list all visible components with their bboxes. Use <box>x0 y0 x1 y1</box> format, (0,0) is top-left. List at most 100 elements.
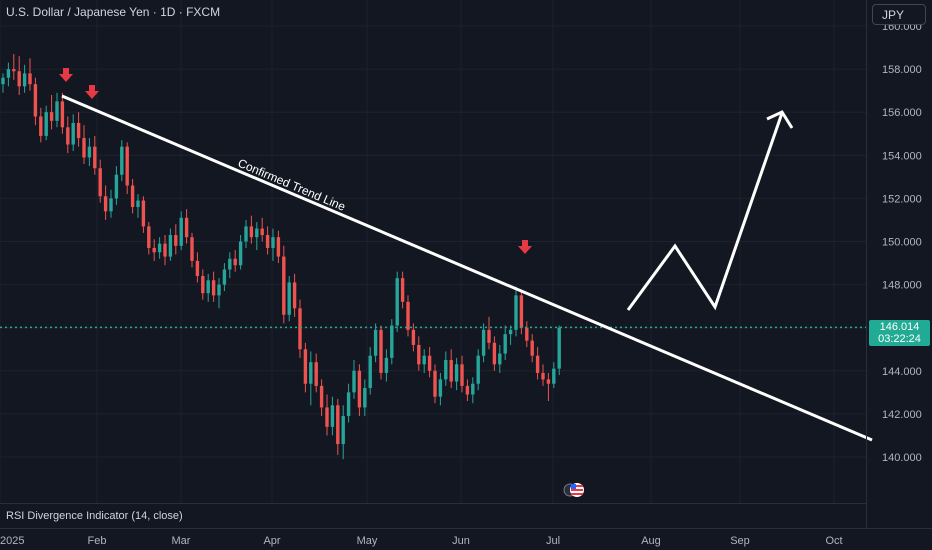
candle-body[interactable] <box>427 355 432 371</box>
projection-path[interactable] <box>626 110 794 311</box>
candle-body[interactable] <box>60 101 65 128</box>
trend-line[interactable] <box>61 94 873 442</box>
candle-body[interactable] <box>39 116 43 136</box>
candle-body[interactable] <box>276 237 281 257</box>
candle-body[interactable] <box>444 360 448 380</box>
candle-body[interactable] <box>174 235 178 246</box>
candle-body[interactable] <box>184 217 189 238</box>
candle-body[interactable] <box>163 243 167 257</box>
candle-body[interactable] <box>341 416 345 445</box>
candle-body[interactable] <box>319 385 324 408</box>
candle-body[interactable] <box>325 407 329 427</box>
candle-body[interactable] <box>168 235 173 257</box>
candle-body[interactable] <box>314 362 318 386</box>
candle-body[interactable] <box>417 344 421 365</box>
candle-body[interactable] <box>76 122 81 139</box>
candle-body[interactable] <box>476 355 480 384</box>
candle-body[interactable] <box>17 71 21 87</box>
candle-body[interactable] <box>1 77 5 85</box>
candle-body[interactable] <box>508 329 513 335</box>
candle-body[interactable] <box>309 362 313 384</box>
candle-body[interactable] <box>438 379 443 397</box>
candle-body[interactable] <box>557 327 561 369</box>
candle-body[interactable] <box>535 355 540 373</box>
candle-body[interactable] <box>406 301 410 330</box>
candle-body[interactable] <box>503 334 507 354</box>
candle-body[interactable] <box>460 364 464 386</box>
candle-body[interactable] <box>400 278 405 302</box>
candle-body[interactable] <box>336 405 340 445</box>
candle-body[interactable] <box>55 101 59 121</box>
candle-body[interactable] <box>130 185 135 208</box>
candle-body[interactable] <box>22 73 27 87</box>
candle-body[interactable] <box>541 372 545 380</box>
candle-body[interactable] <box>44 112 48 136</box>
candle-body[interactable] <box>346 392 351 417</box>
time-axis[interactable]: 2025 Feb Mar Apr May Jun Jul Aug Sep Oct <box>0 535 843 547</box>
candle-body[interactable] <box>71 122 75 145</box>
candle-body[interactable] <box>481 329 486 356</box>
candle-body[interactable] <box>379 329 383 373</box>
candle-body[interactable] <box>136 200 140 208</box>
candle-body[interactable] <box>449 360 453 382</box>
candle-body[interactable] <box>433 370 437 397</box>
candle-body[interactable] <box>395 278 399 326</box>
candle-body[interactable] <box>303 349 308 384</box>
candle-body[interactable] <box>454 364 459 382</box>
candle-body[interactable] <box>282 256 286 315</box>
us-flag-icon[interactable] <box>563 481 585 499</box>
candle-body[interactable] <box>87 146 92 158</box>
candle-body[interactable] <box>530 340 534 356</box>
candle-body[interactable] <box>195 260 200 276</box>
candle-body[interactable] <box>498 353 502 365</box>
candle-body[interactable] <box>109 198 113 212</box>
candle-body[interactable] <box>114 174 119 199</box>
candle-body[interactable] <box>292 282 297 309</box>
candle-body[interactable] <box>206 280 210 294</box>
candle-body[interactable] <box>519 295 524 328</box>
candle-body[interactable] <box>384 357 389 373</box>
candle-body[interactable] <box>82 138 86 158</box>
candle-body[interactable] <box>103 196 108 212</box>
candle-body[interactable] <box>330 405 335 427</box>
candle-body[interactable] <box>98 168 102 197</box>
candle-body[interactable] <box>465 385 470 395</box>
candle-body[interactable] <box>49 112 54 121</box>
candle-body[interactable] <box>93 146 97 169</box>
candle-body[interactable] <box>179 217 183 246</box>
candle-body[interactable] <box>471 383 475 395</box>
candle-body[interactable] <box>487 329 491 343</box>
candle-body[interactable] <box>546 379 551 384</box>
candle-body[interactable] <box>357 370 362 408</box>
currency-button[interactable]: JPY <box>872 4 926 25</box>
candle-body[interactable] <box>552 368 556 384</box>
candle-body[interactable] <box>390 325 394 358</box>
rsi-pane[interactable]: RSI Divergence Indicator (14, close) <box>0 503 866 529</box>
candle-body[interactable] <box>233 258 237 266</box>
candle-body[interactable] <box>28 73 32 85</box>
candle-body[interactable] <box>265 235 270 248</box>
candle-body[interactable] <box>217 284 221 296</box>
candle-body[interactable] <box>6 69 11 78</box>
candle-body[interactable] <box>271 237 275 248</box>
candle-body[interactable] <box>190 237 194 261</box>
candle-body[interactable] <box>352 370 356 393</box>
candle-body[interactable] <box>363 388 367 408</box>
candle-body[interactable] <box>152 247 156 253</box>
candle-body[interactable] <box>222 269 227 285</box>
candle-body[interactable] <box>411 329 416 345</box>
candle-body[interactable] <box>287 282 291 315</box>
candle-body[interactable] <box>249 226 254 238</box>
price-axis[interactable]: 140.000142.000144.000146.000148.000150.0… <box>882 21 922 464</box>
candle-body[interactable] <box>125 146 129 186</box>
candle-body[interactable] <box>147 226 151 248</box>
candle-body[interactable] <box>157 243 162 253</box>
candle-body[interactable] <box>255 228 259 238</box>
candle-body[interactable] <box>228 258 232 270</box>
candle-body[interactable] <box>238 241 243 266</box>
candle-body[interactable] <box>373 329 378 356</box>
candle-body[interactable] <box>66 127 70 145</box>
candle-body[interactable] <box>12 69 16 72</box>
candle-body[interactable] <box>260 228 264 236</box>
candle-body[interactable] <box>525 327 529 341</box>
